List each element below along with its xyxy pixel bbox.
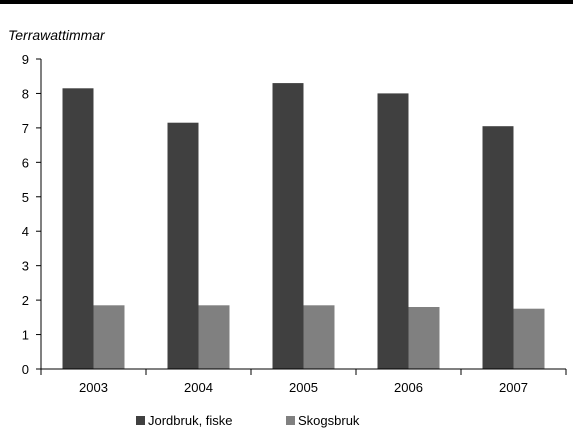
bar-skogsbruk-2004	[198, 305, 230, 369]
axes-group: 0 1 2 3 4 5 6 7 8 9 2003 2004 2005 2006 2007	[22, 52, 567, 395]
bar-skogsbruk-2005	[303, 305, 335, 369]
y-tick-label-7: 7	[22, 121, 29, 136]
y-tick-label-2: 2	[22, 293, 29, 308]
bar-jordbruk-2007	[482, 126, 514, 369]
y-tick-label-5: 5	[22, 190, 29, 205]
bar-jordbruk-2006	[377, 93, 409, 370]
bar-jordbruk-2003	[62, 88, 94, 370]
y-tick-label-9: 9	[22, 52, 29, 67]
x-tick-label-2005: 2005	[289, 380, 318, 395]
y-tick-label-8: 8	[22, 86, 29, 101]
bar-skogsbruk-2003	[93, 305, 125, 369]
y-axis-label: Terrawattimmar	[8, 27, 106, 43]
legend-swatch-skogsbruk	[286, 416, 295, 425]
x-tick-label-2004: 2004	[184, 380, 213, 395]
legend-label-skogsbruk: Skogsbruk	[298, 413, 360, 428]
y-tick-label-3: 3	[22, 259, 29, 274]
y-tick-label-6: 6	[22, 155, 29, 170]
legend-label-jordbruk: Jordbruk, fiske	[148, 413, 233, 428]
legend-swatch-jordbruk	[136, 416, 145, 425]
y-tick-label-0: 0	[22, 362, 29, 377]
y-tick-label-1: 1	[22, 328, 29, 343]
legend: Jordbruk, fiske Skogsbruk	[136, 413, 360, 428]
bar-skogsbruk-2007	[513, 308, 545, 369]
x-tick-label-2006: 2006	[394, 380, 423, 395]
x-tick-label-2007: 2007	[499, 380, 528, 395]
x-tick-label-2003: 2003	[79, 380, 108, 395]
bar-skogsbruk-2006	[408, 307, 440, 369]
bar-jordbruk-2005	[272, 83, 304, 369]
y-tick-label-4: 4	[22, 224, 29, 239]
bars-group	[62, 83, 545, 370]
bar-jordbruk-2004	[167, 122, 199, 369]
top-rule	[0, 0, 573, 4]
